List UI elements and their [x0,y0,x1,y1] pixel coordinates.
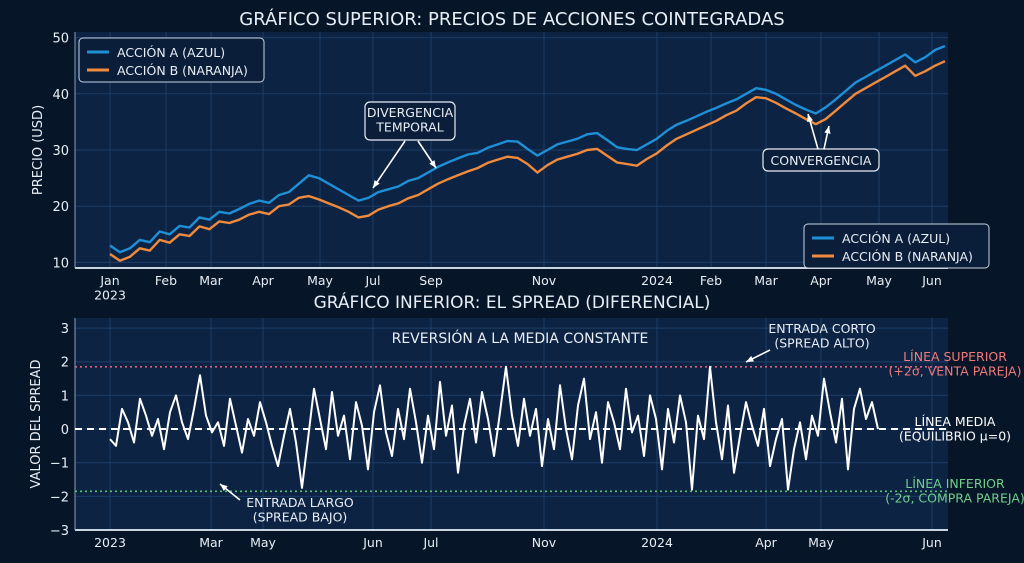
legend [78,37,265,83]
legend-box [803,223,990,269]
chart-title: GRÁFICO SUPERIOR: PRECIOS DE ACCIONES CO… [239,8,784,30]
x-tick-label: Jun [921,535,942,550]
reference-line-label: LÍNEA INFERIOR (-2σ, COMPRA PAREJA) [885,476,1024,505]
spread-line [109,365,879,491]
annotation-arrow [372,140,406,189]
x-tick-label: May [808,535,834,550]
annotation-box [762,148,880,172]
x-tick-label: Feb [700,273,722,288]
arrow-head-icon [807,114,814,122]
reference-line-label: LÍNEA MEDIA (EQUILIBRIO μ=0) [899,414,1011,443]
x-tick-label: Sep [419,273,443,288]
reference-line-label: LÍNEA SUPERIOR (+2σ, VENTA PAREJA) [889,349,1022,378]
plot-area [75,318,948,530]
x-tick-label: May [307,273,333,288]
y-tick-label: −2 [50,490,69,505]
y-tick-label: 1 [61,389,69,404]
annotation-reversion: REVERSIÓN A LA MEDIA CONSTANTE [392,329,649,347]
x-tick-label: Mar [199,273,223,288]
x-tick-label: 2024 [641,273,673,288]
series-line-accion-b [109,60,946,262]
x-tick-label: Apr [810,273,832,288]
legend-entry: ACCIÓN A (AZUL) [842,231,950,246]
legend-entry: ACCIÓN A (AZUL) [117,45,225,60]
x-tick-label: Apr [252,273,274,288]
y-tick-label: 20 [52,200,69,215]
x-tick-label: Jan 2023 [94,273,126,302]
legend [803,223,990,269]
annotation-box [364,101,456,141]
legend-entry: ACCIÓN B (NARANJA) [842,249,973,264]
annotation-entrada-corto: ENTRADA CORTO (SPREAD ALTO) [768,321,876,350]
y-tick-label: 3 [61,322,69,337]
arrow-head-icon [824,126,831,134]
annotation-divergencia: DIVERGENCIA TEMPORAL [367,105,454,134]
x-tick-label: Feb [155,273,177,288]
legend-entry: ACCIÓN B (NARANJA) [117,63,248,78]
y-tick-label: 40 [52,88,69,103]
x-tick-label: Nov [532,535,557,550]
x-tick-label: May [250,535,276,550]
annotation-convergencia: CONVERGENCIA [771,153,872,168]
x-tick-label: Jun [921,273,942,288]
arrow-head-icon [220,484,228,492]
series-line-accion-a [109,44,946,254]
y-tick-label: 50 [52,32,69,47]
x-tick-label: Jul [364,273,380,288]
x-tick-label: Nov [532,273,557,288]
legend-box [78,37,265,83]
annotation-entrada-largo: ENTRADA LARGO (SPREAD BAJO) [246,495,354,524]
arrow-head-icon [373,180,380,188]
x-tick-label: May [866,273,892,288]
x-tick-label: Jul [422,535,438,550]
y-tick-label: 0 [61,423,69,438]
y-tick-label: −3 [50,524,69,539]
arrow-head-icon [429,160,436,168]
y-tick-label: 30 [52,144,69,159]
x-tick-label: Mar [754,273,778,288]
y-tick-label: 10 [52,256,69,271]
x-tick-label: Jun [362,535,383,550]
y-tick-label: 2 [61,356,69,371]
y-axis-label: VALOR DEL SPREAD [29,360,44,489]
x-tick-label: Mar [199,535,223,550]
y-tick-label: −1 [50,457,69,472]
chart-title: GRÁFICO INFERIOR: EL SPREAD (DIFERENCIAL… [314,291,711,313]
x-tick-label: 2023 [94,535,126,550]
y-axis-label: PRECIO (USD) [31,105,46,195]
x-tick-label: 2024 [641,535,673,550]
x-tick-label: Apr [755,535,777,550]
arrow-head-icon [746,355,754,362]
